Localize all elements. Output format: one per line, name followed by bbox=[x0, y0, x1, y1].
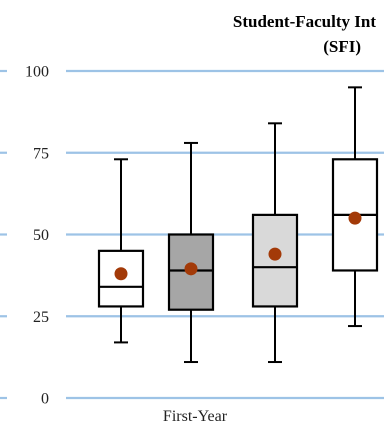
y-tick-label: 0 bbox=[41, 391, 49, 408]
chart-title-line1: Student-Faculty Int bbox=[233, 12, 376, 31]
chart-title-line2: (SFI) bbox=[323, 37, 361, 56]
y-axis: 0 25 50 75 100 bbox=[25, 64, 49, 408]
x-category-label: First-Year bbox=[163, 408, 228, 425]
x-axis: First-Year bbox=[163, 408, 228, 425]
grid-lines bbox=[0, 69, 384, 400]
box-plot-4 bbox=[331, 86, 379, 328]
y-tick-label: 100 bbox=[25, 64, 49, 81]
box-plot-3 bbox=[251, 122, 299, 364]
box-plot-1 bbox=[97, 158, 145, 344]
y-tick-label: 50 bbox=[33, 227, 49, 244]
mean-marker bbox=[184, 262, 198, 276]
y-tick-label: 75 bbox=[33, 145, 49, 162]
mean-marker bbox=[348, 211, 362, 225]
mean-marker bbox=[268, 247, 282, 261]
box-iqr bbox=[251, 213, 299, 308]
y-tick-label: 25 bbox=[33, 309, 49, 326]
box-plot-2 bbox=[167, 141, 215, 364]
mean-marker bbox=[114, 267, 128, 281]
box-series bbox=[97, 86, 379, 364]
